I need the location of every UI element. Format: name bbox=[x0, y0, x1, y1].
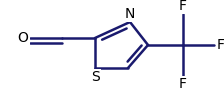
Text: F: F bbox=[179, 77, 187, 91]
Text: F: F bbox=[217, 38, 224, 52]
Text: F: F bbox=[179, 0, 187, 13]
Text: S: S bbox=[91, 70, 99, 84]
Text: O: O bbox=[17, 31, 28, 45]
Text: N: N bbox=[125, 7, 135, 21]
